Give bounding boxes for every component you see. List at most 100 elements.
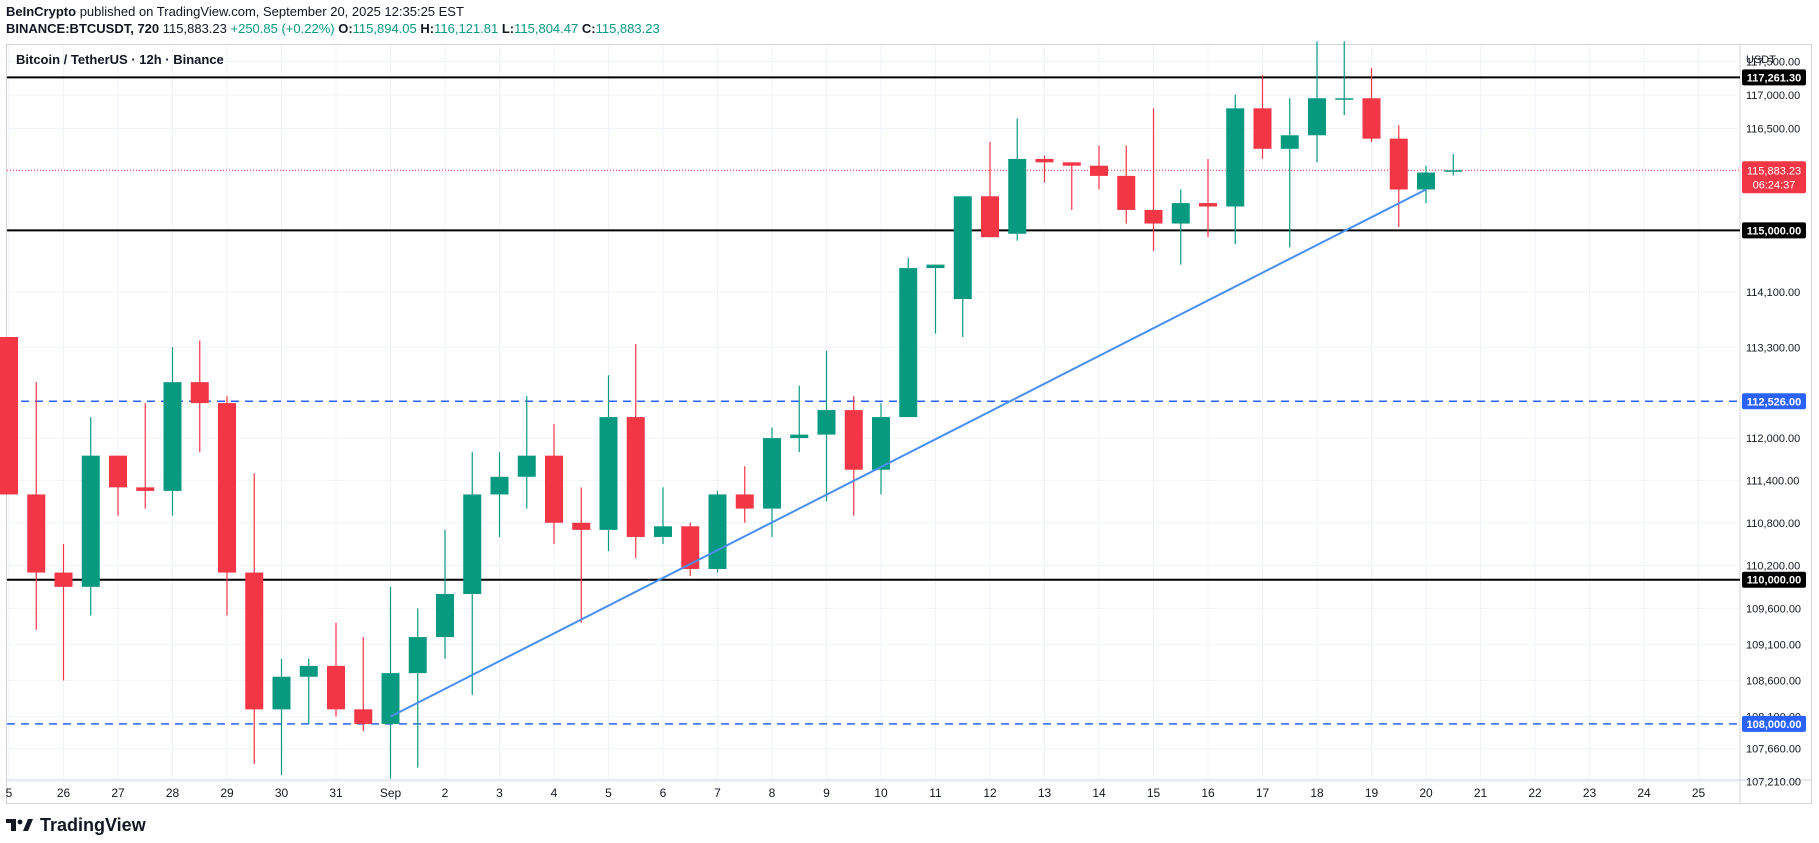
candle-body[interactable] <box>872 417 890 470</box>
candle-body[interactable] <box>1171 203 1190 224</box>
y-tick-label: 110,800.00 <box>1746 518 1800 530</box>
candle-body[interactable] <box>1062 162 1081 166</box>
candle-body[interactable] <box>654 526 672 537</box>
y-tick-label: 107,660.00 <box>1746 744 1801 756</box>
last-price-label: 115,883.23 <box>1747 165 1801 177</box>
y-tick-label: 109,600.00 <box>1746 603 1801 615</box>
candle-body[interactable] <box>490 476 509 495</box>
high-value: 116,121.81 <box>434 21 499 36</box>
x-tick-label: 16 <box>1201 786 1215 800</box>
candle-body[interactable] <box>1199 203 1217 207</box>
x-tick-label: 6 <box>660 786 667 800</box>
candle-body[interactable] <box>1362 98 1381 139</box>
candle-body[interactable] <box>81 455 100 587</box>
x-tick-label: 8 <box>769 786 776 800</box>
candle-body[interactable] <box>817 410 836 435</box>
candle-body[interactable] <box>1335 98 1354 100</box>
x-tick-label: 11 <box>929 786 942 800</box>
candle-body[interactable] <box>1117 175 1136 210</box>
candle-body[interactable] <box>626 417 645 537</box>
candle-body[interactable] <box>899 268 918 418</box>
candle-body[interactable] <box>1308 98 1326 136</box>
x-tick-label: 17 <box>1256 786 1270 800</box>
y-tick-label: 108,600.00 <box>1746 675 1801 687</box>
x-tick-label: 13 <box>1038 786 1052 800</box>
low-value: 115,804.47 <box>514 21 579 36</box>
candle-body[interactable] <box>599 417 618 530</box>
x-tick-label: 15 <box>1147 786 1161 800</box>
currency-label[interactable]: USDT <box>1746 54 1776 66</box>
symbol-line: BINANCE:BTCUSDT, 720 115,883.23 +250.85 … <box>6 21 660 37</box>
candle-body[interactable] <box>436 594 454 638</box>
candle-body[interactable] <box>327 665 345 710</box>
candle-body[interactable] <box>1035 158 1054 163</box>
low-label: L: <box>501 21 515 36</box>
y-tick-label: 117,000.00 <box>1746 90 1800 102</box>
x-tick-label: 5 <box>605 786 612 800</box>
level-label: 112,526.00 <box>1747 396 1801 408</box>
symbol-name: BINANCE:BTCUSDT, 720 <box>6 21 160 36</box>
candle-body[interactable] <box>109 455 127 488</box>
y-tick-label: 113,300.00 <box>1746 342 1800 354</box>
candle-body[interactable] <box>1226 108 1245 207</box>
x-tick-label: 31 <box>329 786 343 800</box>
candle-body[interactable] <box>545 455 563 523</box>
level-label: 117,261.30 <box>1747 72 1801 84</box>
candle-body[interactable] <box>708 494 727 569</box>
tradingview-logo[interactable]: TradingView <box>6 813 146 837</box>
candle-body[interactable] <box>272 676 291 710</box>
candle-body[interactable] <box>844 410 863 470</box>
candle-body[interactable] <box>190 382 209 404</box>
publisher-name: BeInCrypto <box>6 4 77 19</box>
candle-body[interactable] <box>54 572 73 587</box>
candle-body[interactable] <box>136 487 155 491</box>
candle-body[interactable] <box>1008 158 1027 234</box>
x-tick-label: 28 <box>166 786 180 800</box>
y-tick-label: 109,100.00 <box>1746 639 1801 651</box>
candle-body[interactable] <box>299 665 318 677</box>
publish-info: published on TradingView.com, September … <box>79 4 464 19</box>
candle-body[interactable] <box>245 572 264 710</box>
chart-title: Bitcoin / TetherUS · 12h · Binance <box>16 52 224 67</box>
close-value: 115,883.23 <box>595 21 660 36</box>
candle-body[interactable] <box>926 264 945 269</box>
x-tick-label: 23 <box>1583 786 1597 800</box>
candle-body[interactable] <box>1144 209 1163 224</box>
candle-body[interactable] <box>1253 108 1272 149</box>
candle-body[interactable] <box>1417 172 1435 190</box>
candle-body[interactable] <box>981 196 999 238</box>
candle-body[interactable] <box>1389 138 1408 190</box>
candle-body[interactable] <box>953 196 972 300</box>
open-label: O: <box>338 21 353 36</box>
x-tick-label: 12 <box>983 786 997 800</box>
candle-body[interactable] <box>354 709 373 724</box>
x-tick-label: 19 <box>1365 786 1379 800</box>
candle-body[interactable] <box>408 637 427 674</box>
candle-body[interactable] <box>735 494 754 509</box>
candle-body[interactable] <box>27 494 46 573</box>
candle-body[interactable] <box>572 522 591 530</box>
candle-body[interactable] <box>790 434 809 439</box>
trendline[interactable] <box>390 188 1427 718</box>
candle-body[interactable] <box>0 337 18 495</box>
candle-body[interactable] <box>1444 170 1463 172</box>
x-tick-label: 3 <box>496 786 503 800</box>
candle-body[interactable] <box>463 494 482 595</box>
candle-body[interactable] <box>218 403 236 573</box>
x-tick-label: 30 <box>275 786 289 800</box>
last-price-tag <box>1742 161 1806 194</box>
x-tick-label: 7 <box>714 786 721 800</box>
candle-body[interactable] <box>763 438 781 509</box>
brand-text: TradingView <box>40 814 146 835</box>
candle-body[interactable] <box>1090 165 1108 176</box>
x-tick-label: 26 <box>57 786 71 800</box>
candle-body[interactable] <box>163 382 182 491</box>
x-tick-label: 21 <box>1474 786 1488 800</box>
candle-body[interactable] <box>517 455 536 477</box>
candle-body[interactable] <box>381 673 400 724</box>
y-tick-label: 110,200.00 <box>1746 560 1800 572</box>
level-label: 108,000.00 <box>1746 719 1801 731</box>
candle-body[interactable] <box>1280 135 1299 149</box>
candle-body[interactable] <box>681 526 700 569</box>
